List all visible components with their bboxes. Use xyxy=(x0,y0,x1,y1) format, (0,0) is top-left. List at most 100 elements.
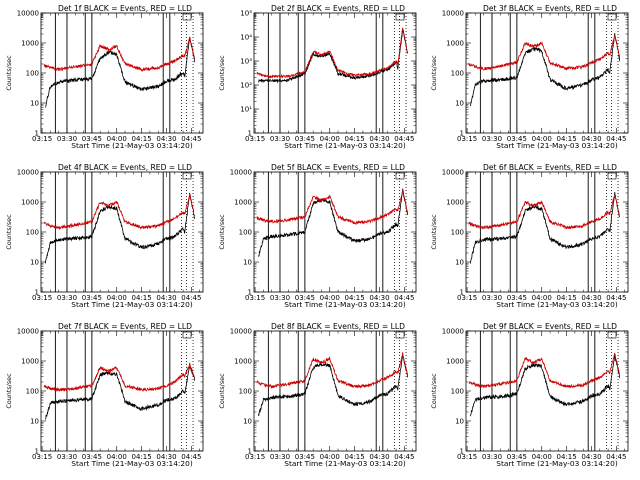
y-axis-label: Counts/sec xyxy=(218,373,226,409)
legend-box xyxy=(182,172,192,180)
y-tick-label: 100 xyxy=(239,388,252,396)
x-axis-label: Start Time (21-May-03 03:14:20) xyxy=(71,300,193,309)
x-tick-label: 04:15 xyxy=(557,294,577,302)
y-axis-label: Counts/sec xyxy=(430,55,438,91)
legend-box xyxy=(182,13,192,21)
legend-box xyxy=(395,172,405,180)
legend-box xyxy=(182,331,192,339)
x-tick-label: 04:45 xyxy=(606,294,626,302)
x-tick-label: 03:15 xyxy=(32,135,52,143)
y-tick-label: 10¹ xyxy=(240,106,252,114)
x-tick-label: 04:00 xyxy=(107,135,127,143)
x-tick-label: 03:45 xyxy=(82,294,102,302)
chart-title: Det 4f BLACK = Events, RED = LLD xyxy=(58,163,192,172)
x-tick-label: 03:45 xyxy=(507,453,527,461)
x-tick-label: 03:30 xyxy=(482,294,502,302)
x-tick-label: 03:15 xyxy=(32,294,52,302)
y-axis-label: Counts/sec xyxy=(5,55,13,91)
x-axis-label: Start Time (21-May-03 03:14:20) xyxy=(496,300,618,309)
chart-title: Det 8f BLACK = Events, RED = LLD xyxy=(271,322,405,331)
chart-panel-2: Det 2f BLACK = Events, RED = LLD 1 10¹ 10² 1… xyxy=(218,4,417,150)
x-tick-label: 04:30 xyxy=(581,135,601,143)
y-tick-label: 100 xyxy=(26,229,39,237)
chart-panel-1: Det 1f BLACK = Events, RED = LLD 1 10 100 10… xyxy=(5,4,204,150)
x-tick-label: 04:45 xyxy=(394,294,414,302)
series-line-events xyxy=(470,354,621,417)
x-tick-label: 04:45 xyxy=(394,453,414,461)
y-tick-label: 10000 xyxy=(17,169,39,177)
chart-panel-4: Det 4f BLACK = Events, RED = LLD 1 10 100 10… xyxy=(5,163,204,309)
x-tick-label: 04:15 xyxy=(557,135,577,143)
x-tick-label: 03:45 xyxy=(507,294,527,302)
x-tick-label: 04:15 xyxy=(345,453,365,461)
y-tick-label: 1 xyxy=(460,130,464,138)
x-tick-label: 04:00 xyxy=(107,453,127,461)
y-tick-label: 1 xyxy=(460,289,464,297)
chart-title: Det 9f BLACK = Events, RED = LLD xyxy=(483,322,617,331)
y-tick-label: 1000 xyxy=(234,358,252,366)
x-tick-label: 04:15 xyxy=(345,294,365,302)
x-tick-label: 03:45 xyxy=(507,135,527,143)
series-line-events xyxy=(45,192,196,264)
y-axis-label: Counts/sec xyxy=(430,373,438,409)
y-tick-label: 10⁵ xyxy=(240,10,252,18)
x-tick-label: 04:00 xyxy=(532,294,552,302)
y-tick-label: 10⁴ xyxy=(240,34,252,42)
x-axis-label: Start Time (21-May-03 03:14:20) xyxy=(284,141,406,150)
y-tick-label: 1 xyxy=(460,448,464,456)
y-tick-label: 1 xyxy=(248,130,252,138)
x-tick-label: 04:30 xyxy=(581,453,601,461)
x-tick-label: 03:15 xyxy=(457,453,477,461)
x-tick-label: 04:30 xyxy=(369,294,389,302)
x-tick-label: 04:45 xyxy=(181,453,201,461)
chart-panel-3: Det 3f BLACK = Events, RED = LLD 1 10 100 10… xyxy=(430,4,629,150)
x-axis-label: Start Time (21-May-03 03:14:20) xyxy=(71,141,193,150)
series-line-lld xyxy=(43,37,196,73)
y-tick-label: 100 xyxy=(26,70,39,78)
series-line-lld xyxy=(468,194,621,230)
y-tick-label: 10 xyxy=(30,259,39,267)
x-tick-label: 03:30 xyxy=(270,453,290,461)
chart-title: Det 7f BLACK = Events, RED = LLD xyxy=(58,322,192,331)
y-tick-label: 1000 xyxy=(446,40,464,48)
x-tick-label: 04:00 xyxy=(532,453,552,461)
y-tick-label: 100 xyxy=(451,229,464,237)
series-line-events xyxy=(45,366,196,420)
series-line-lld xyxy=(43,193,196,230)
x-axis-label: Start Time (21-May-03 03:14:20) xyxy=(284,459,406,468)
x-tick-label: 04:00 xyxy=(320,453,340,461)
x-tick-label: 04:30 xyxy=(369,135,389,143)
legend-box xyxy=(607,331,617,339)
y-tick-label: 10 xyxy=(30,418,39,426)
y-tick-label: 100 xyxy=(239,229,252,237)
x-tick-label: 03:45 xyxy=(295,453,315,461)
y-tick-label: 10 xyxy=(455,259,464,267)
plot-frame xyxy=(253,171,417,293)
chart-title: Det 6f BLACK = Events, RED = LLD xyxy=(483,163,617,172)
x-tick-label: 03:30 xyxy=(57,294,77,302)
y-tick-label: 1 xyxy=(35,130,39,138)
chart-panel-6: Det 6f BLACK = Events, RED = LLD 1 10 100 10… xyxy=(430,163,629,309)
x-tick-label: 04:15 xyxy=(557,453,577,461)
x-tick-label: 03:30 xyxy=(57,453,77,461)
x-tick-label: 04:30 xyxy=(156,294,176,302)
x-tick-label: 04:30 xyxy=(156,135,176,143)
y-tick-label: 10² xyxy=(240,82,252,90)
y-tick-label: 1000 xyxy=(446,199,464,207)
x-tick-label: 03:15 xyxy=(457,135,477,143)
y-axis-label: Counts/sec xyxy=(5,214,13,250)
y-tick-label: 1 xyxy=(35,448,39,456)
x-tick-label: 03:15 xyxy=(32,453,52,461)
x-tick-label: 04:15 xyxy=(132,135,152,143)
series-line-lld xyxy=(256,352,409,389)
series-line-lld xyxy=(468,35,621,71)
y-tick-label: 100 xyxy=(451,70,464,78)
chart-panel-8: Det 8f BLACK = Events, RED = LLD 1 10 100 10… xyxy=(218,322,417,468)
x-tick-label: 04:30 xyxy=(156,453,176,461)
y-tick-label: 10³ xyxy=(240,58,252,66)
y-tick-label: 1000 xyxy=(21,40,39,48)
y-tick-label: 10 xyxy=(243,418,252,426)
chart-title: Det 2f BLACK = Events, RED = LLD xyxy=(271,4,405,13)
x-tick-label: 03:15 xyxy=(245,453,265,461)
x-tick-label: 04:15 xyxy=(132,294,152,302)
